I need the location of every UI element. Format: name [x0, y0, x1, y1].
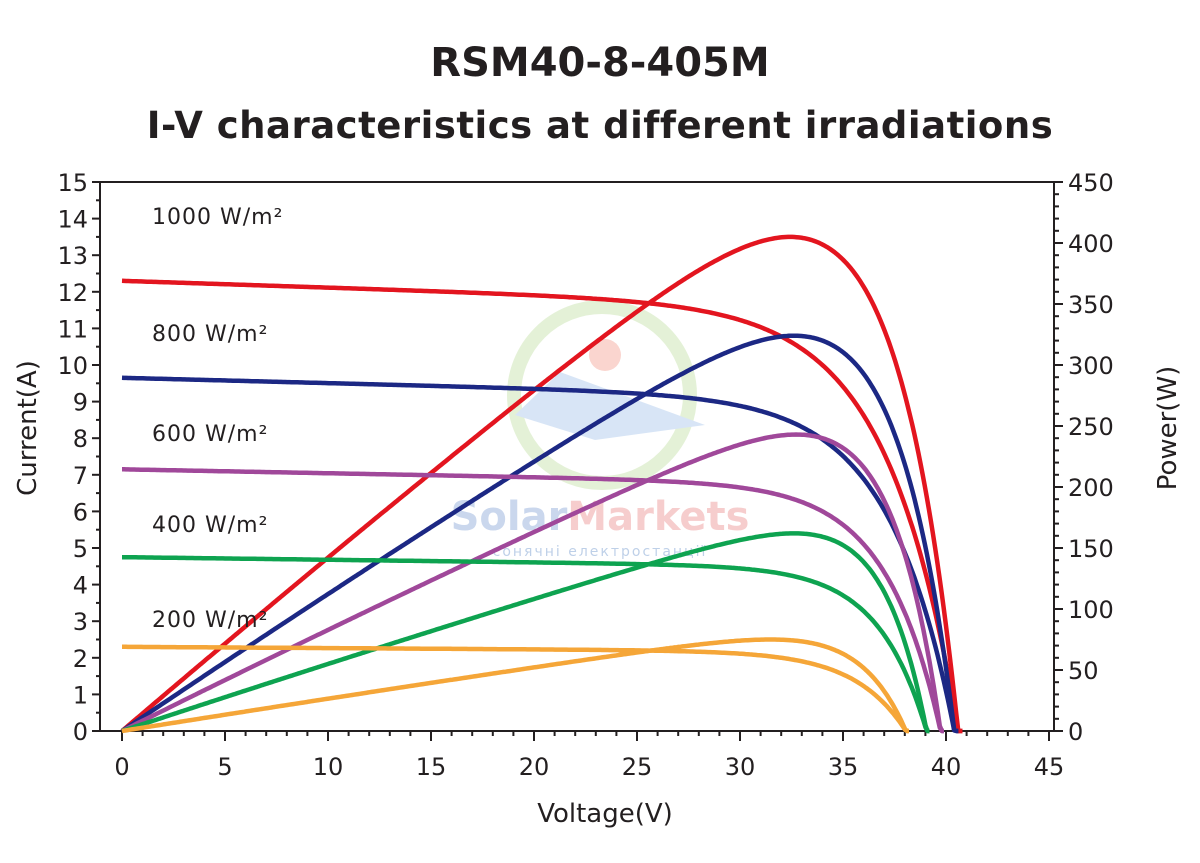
x-tick-label: 35 — [828, 753, 859, 781]
y-tick-label: 11 — [57, 315, 88, 343]
watermark-ring — [507, 300, 697, 490]
x-axis-label: Voltage(V) — [537, 799, 673, 829]
x-tick-label: 0 — [114, 753, 129, 781]
x-tick-label: 20 — [519, 753, 550, 781]
series-label: 400 W/m² — [152, 513, 268, 538]
x-tick-label: 15 — [416, 753, 447, 781]
pv-curve-4 — [121, 637, 910, 734]
pv-curve-0 — [120, 234, 963, 734]
y-tick-label: 6 — [73, 498, 88, 526]
y-tick-label: 12 — [57, 279, 88, 307]
x-tick-label: 40 — [931, 753, 962, 781]
y-tick-label: 8 — [73, 425, 88, 453]
y-axis-label: Current(A) — [13, 360, 43, 496]
chart-title: RSM40-8-405M — [430, 40, 770, 86]
y2-tick-label: 0 — [1068, 718, 1083, 746]
y-tick-label: 13 — [57, 242, 88, 270]
y2-tick-labels: 0 50 100 150 200 250 300 350 400 450 — [1068, 169, 1114, 746]
pv-curve-1 — [120, 333, 959, 734]
x-tick-label: 30 — [725, 753, 756, 781]
y2-axis-label: Power(W) — [1153, 366, 1183, 491]
x-tick-label: 25 — [622, 753, 653, 781]
y2-tick-label: 350 — [1068, 291, 1114, 319]
y2-tick-label: 150 — [1068, 535, 1114, 563]
pv-curve-3 — [121, 531, 930, 734]
chart-subtitle: I-V characteristics at different irradia… — [146, 104, 1054, 147]
series-label: 200 W/m² — [152, 608, 268, 633]
series-labels: 1000 W/m² 800 W/m² 600 W/m² 400 W/m² 200 W/m… — [152, 205, 283, 633]
y-tick-label: 7 — [73, 462, 88, 490]
y-tick-label: 0 — [73, 718, 88, 746]
series-label: 800 W/m² — [152, 322, 268, 347]
y2-tick-label: 100 — [1068, 596, 1114, 624]
y2-tick-label: 400 — [1068, 230, 1114, 258]
series-label: 600 W/m² — [152, 422, 268, 447]
y-tick-label: 15 — [57, 169, 88, 197]
y-tick-label: 9 — [73, 389, 88, 417]
watermark-name-markets: Markets — [567, 494, 749, 540]
y2-tick-label: 300 — [1068, 352, 1114, 380]
iv-curve-0 — [121, 278, 963, 734]
axis-ticks — [92, 181, 1063, 741]
y2-tick-label: 50 — [1068, 657, 1099, 685]
y-tick-label: 3 — [73, 608, 88, 636]
y2-tick-label: 450 — [1068, 169, 1114, 197]
watermark: SolarMarkets сонячні електростанції — [451, 300, 749, 560]
y-tick-label: 5 — [73, 535, 88, 563]
y-tick-label: 2 — [73, 645, 88, 673]
x-tick-label: 45 — [1034, 753, 1065, 781]
pv-curve-2 — [121, 432, 945, 734]
x-tick-label: 10 — [313, 753, 344, 781]
iv-curve-2 — [121, 467, 945, 734]
y-tick-label: 14 — [57, 206, 88, 234]
watermark-sun-icon — [589, 339, 621, 371]
series-label: 1000 W/m² — [152, 205, 283, 230]
x-tick-label: 5 — [217, 753, 232, 781]
y2-tick-label: 250 — [1068, 413, 1114, 441]
watermark-tagline: сонячні електростанції — [493, 544, 708, 560]
y-tick-label: 10 — [57, 352, 88, 380]
y-tick-label: 1 — [73, 681, 88, 709]
y2-tick-label: 200 — [1068, 474, 1114, 502]
y-tick-label: 4 — [73, 572, 88, 600]
series-curves — [120, 234, 963, 734]
iv-curve-4 — [121, 644, 910, 734]
x-tick-labels: 0 5 10 15 20 25 30 35 40 45 — [114, 753, 1064, 781]
iv-curve-3 — [121, 554, 930, 734]
